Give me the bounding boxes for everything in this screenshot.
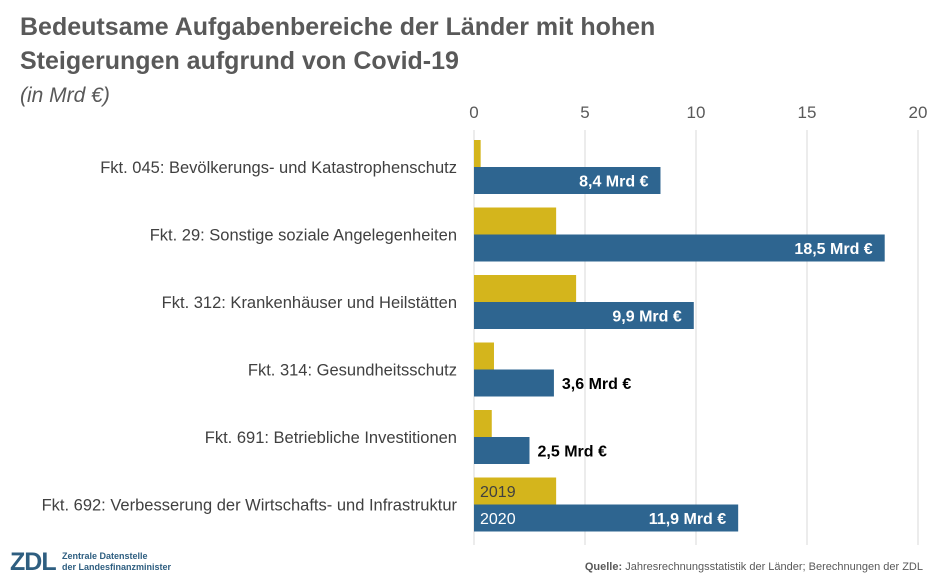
gridlines [473,130,919,545]
bar-2019 [474,140,481,167]
category-label: Fkt. 314: Gesundheitsschutz [248,362,457,380]
logo-letters: ZDL [10,548,57,576]
chart-subtitle: (in Mrd €) [20,84,110,107]
category-label: Fkt. 691: Betriebliche Investitionen [205,429,457,447]
x-tick-label: 15 [798,103,817,122]
category-label: Fkt. 312: Krankenhäuser und Heilstätten [162,294,457,312]
bar-2019 [474,477,557,505]
source-text: Jahresrechnungsstatistik der Länder; Ber… [622,561,923,573]
source-label: Quelle: [584,561,623,573]
bars [474,140,885,532]
x-tick-label: 20 [909,103,928,122]
source-note: Quelle: Jahresrechnungsstatistik der Län… [585,561,923,573]
bar-2019 [474,275,577,302]
data-label-2020: 11,9 Mrd € [649,511,726,528]
bar-2020 [474,369,554,397]
x-tick-label: 5 [580,103,589,122]
bar-2019 [474,410,492,437]
series-name-2019: 2019 [480,484,516,501]
series-name-2020: 2020 [480,511,516,528]
bar-2019 [474,342,494,370]
bar-2020 [474,234,885,262]
bar-2019 [474,207,557,235]
category-label: Fkt. 045: Bevölkerungs- und Katastrophen… [100,159,457,177]
category-label: Fkt. 29: Sonstige soziale Angelegenheite… [150,227,457,245]
data-labels: 8,4 Mrd € 18,5 Mrd € 9,9 Mrd € 3,6 Mrd € 2,5… [480,174,873,529]
data-label-2020: 9,9 Mrd € [612,309,681,326]
x-axis-ticks: 0 5 10 15 20 [469,103,927,122]
bar-2020 [474,167,661,194]
data-label-2020: 18,5 Mrd € [794,241,872,258]
category-labels: Fkt. 045: Bevölkerungs- und Katastrophen… [42,159,458,515]
data-label-2020: 3,6 Mrd € [562,376,631,393]
category-label: Fkt. 692: Verbesserung der Wirtschafts- … [42,497,458,515]
data-label-2020: 2,5 Mrd € [538,444,607,461]
x-tick-label: 0 [469,103,478,122]
zdl-logo: ZDL Zentrale Datenstelle der Landesfinan… [10,548,180,580]
logo-text: Zentrale Datenstelle der Landesfinanzmin… [62,551,172,572]
bar-2020 [474,504,739,532]
bar-2020 [474,302,694,329]
data-label-2020: 8,4 Mrd € [579,174,648,191]
chart-title: Bedeutsame Aufgabenbereiche der Länder m… [20,13,656,75]
x-tick-label: 10 [687,103,706,122]
bar-2020 [474,437,530,464]
